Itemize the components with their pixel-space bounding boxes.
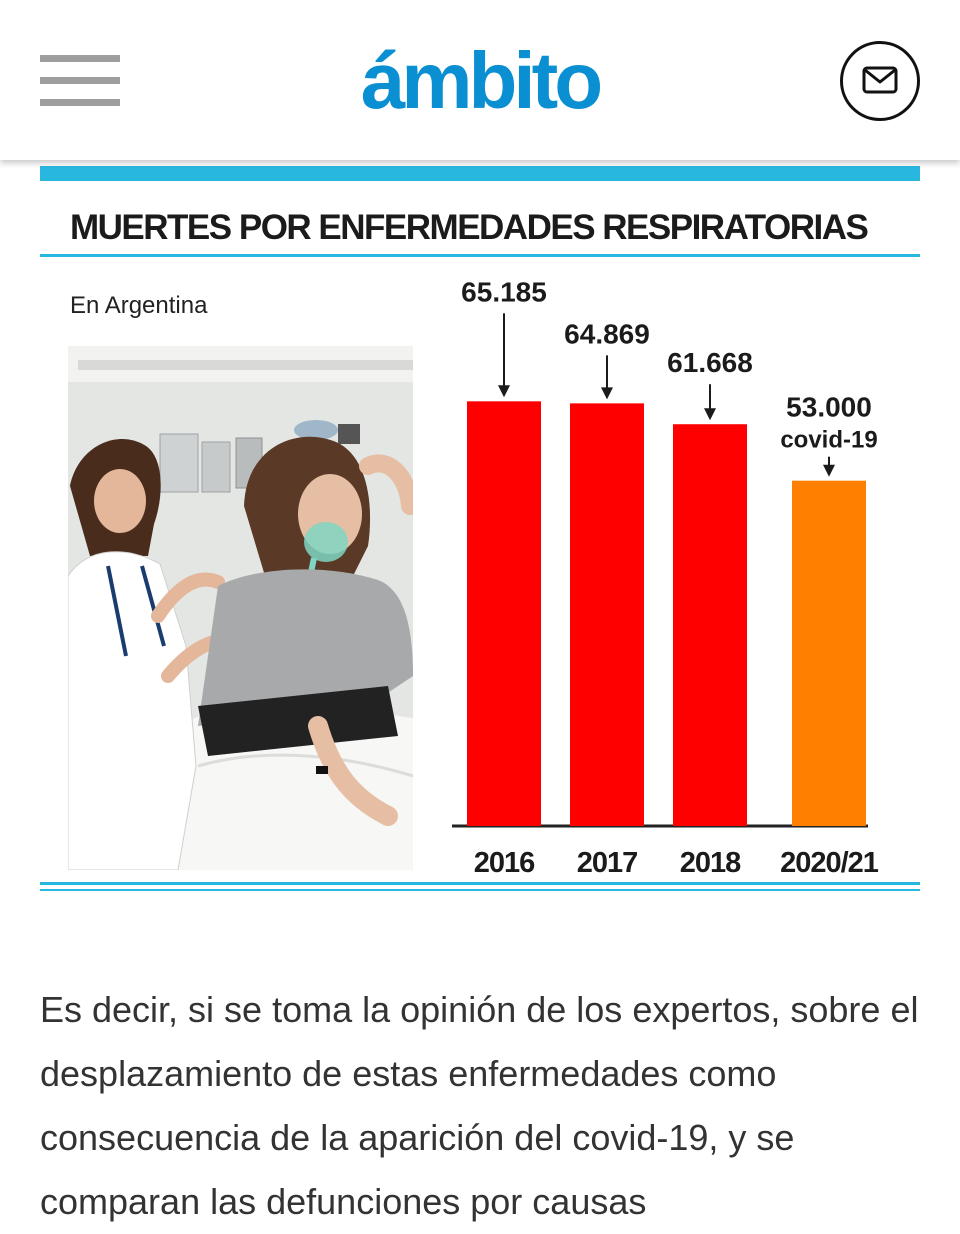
infographic-title: MUERTES POR ENFERMEDADES RESPIRATORIAS <box>70 208 869 247</box>
infographic: MUERTES POR ENFERMEDADES RESPIRATORIAS E… <box>40 166 920 894</box>
newsletter-button[interactable] <box>840 41 920 121</box>
envelope-icon <box>862 66 898 94</box>
bar-2020/21 <box>792 480 866 826</box>
site-header: ámbito <box>0 0 960 160</box>
bar-2016 <box>467 401 541 826</box>
annotation-label: covid-19 <box>780 427 877 454</box>
bar-2017 <box>570 403 644 826</box>
x-tick-label: 2017 <box>577 847 638 874</box>
arrowhead <box>601 387 613 400</box>
doctor-patient-photo <box>68 346 413 870</box>
site-logo[interactable]: ámbito <box>360 36 603 125</box>
data-label: 53.000 <box>786 392 872 423</box>
x-tick-label: 2020/21 <box>780 847 879 874</box>
bottom-divider-thin <box>40 889 920 891</box>
infographic-subtitle: En Argentina <box>70 292 208 319</box>
arrowhead <box>704 408 716 421</box>
title-divider <box>40 254 920 257</box>
hamburger-menu-icon[interactable] <box>40 55 120 107</box>
bar-2018 <box>673 424 747 826</box>
article-paragraph: Es decir, si se toma la opinión de los e… <box>40 989 919 1222</box>
data-label: 65.185 <box>461 276 547 307</box>
arrowhead <box>823 464 835 477</box>
data-label: 64.869 <box>564 318 650 349</box>
bottom-divider <box>40 882 920 885</box>
arrowhead <box>498 385 510 398</box>
x-tick-label: 2016 <box>474 847 535 874</box>
data-label: 61.668 <box>667 347 753 378</box>
x-tick-label: 2018 <box>680 847 741 874</box>
top-accent-band <box>40 166 920 181</box>
deaths-bar-chart: 2016 65.185 2017 64.869 2018 61.668 2020/21 53.… <box>452 276 880 874</box>
